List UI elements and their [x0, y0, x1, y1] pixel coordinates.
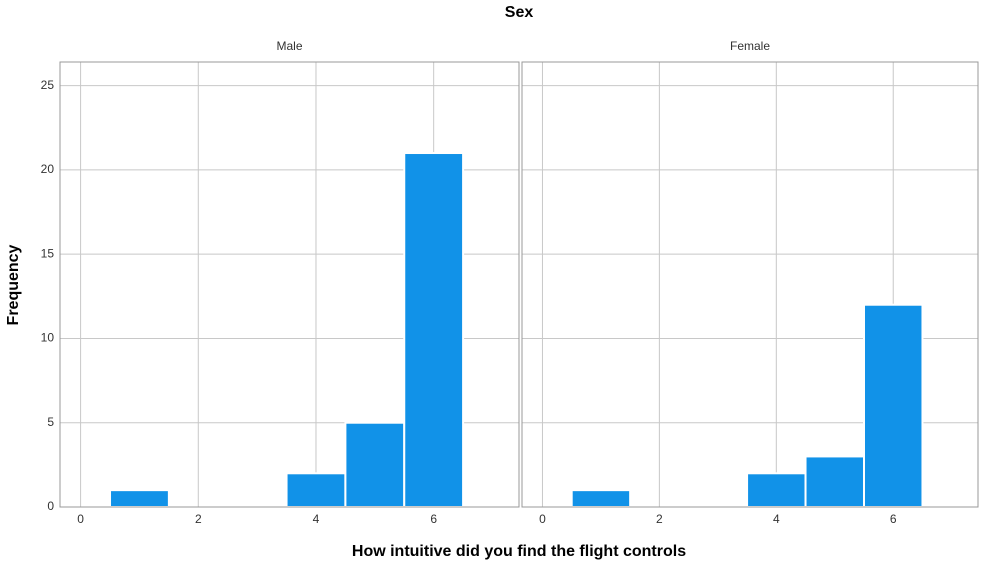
x-axis-label: How intuitive did you find the flight co… [352, 543, 686, 560]
chart-title: Sex [505, 4, 534, 21]
bar [285, 472, 347, 508]
panel-title: Female [730, 39, 770, 53]
panel-frame [521, 61, 979, 508]
x-tick-label: 4 [313, 512, 320, 526]
x-tick-label: 0 [539, 512, 546, 526]
bar [344, 421, 406, 508]
bar [863, 303, 924, 508]
panel-frame [59, 61, 520, 508]
y-tick-label: 10 [41, 331, 55, 345]
y-tick-label: 25 [41, 78, 55, 92]
y-tick-label: 15 [41, 246, 55, 260]
y-tick-label: 20 [41, 162, 55, 176]
x-tick-label: 2 [195, 512, 202, 526]
bar [570, 489, 632, 509]
panel-title: Male [276, 39, 302, 53]
bar [804, 455, 865, 509]
y-axis-label: Frequency [5, 244, 22, 325]
x-tick-label: 4 [773, 512, 780, 526]
x-tick-label: 6 [430, 512, 437, 526]
x-tick-label: 2 [656, 512, 663, 526]
x-tick-label: 0 [77, 512, 84, 526]
x-tick-label: 6 [890, 512, 897, 526]
bar [403, 152, 465, 508]
bar [746, 472, 807, 508]
y-tick-label: 0 [47, 499, 54, 513]
y-tick-label: 5 [47, 415, 54, 429]
bar [109, 489, 170, 509]
